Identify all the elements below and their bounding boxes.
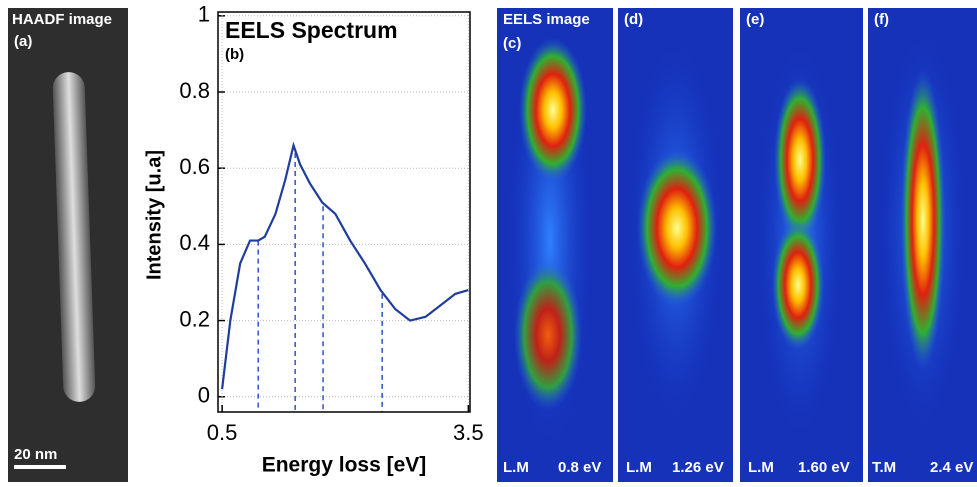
panel-title: HAADF image xyxy=(12,11,112,28)
y-axis-label: Intensity [u.a] xyxy=(143,150,165,280)
x-tick-label: 0.5 xyxy=(207,420,238,445)
mode: L.M xyxy=(503,459,529,476)
hotspot xyxy=(637,150,717,306)
hotspot xyxy=(772,220,824,350)
y-tick-label: 0.6 xyxy=(179,154,210,179)
panel-label: (f) xyxy=(874,11,889,28)
plot-frame xyxy=(217,11,471,413)
y-tick-label: 0 xyxy=(198,383,210,408)
x-axis-label: Energy loss [eV] xyxy=(262,454,427,477)
panel-label: (d) xyxy=(624,11,643,28)
hotspot xyxy=(901,70,945,370)
rod xyxy=(52,72,96,402)
mode: L.M xyxy=(748,459,774,476)
panel-label: (e) xyxy=(746,11,764,28)
panel-label: (c) xyxy=(503,35,521,52)
scale-bar xyxy=(14,465,66,469)
y-tick-label: 0.4 xyxy=(179,230,210,255)
hotspot xyxy=(514,260,582,410)
chart-subtitle: (b) xyxy=(225,46,244,63)
mode: T.M xyxy=(872,459,896,476)
panel-label: (a) xyxy=(14,33,32,50)
y-tick-label: 0.2 xyxy=(179,306,210,331)
energy: 0.8 eV xyxy=(558,459,601,476)
energy: 2.4 eV xyxy=(930,459,973,476)
hotspot xyxy=(774,78,826,242)
panel-title: EELS image xyxy=(503,11,590,28)
y-tick-label: 0.8 xyxy=(179,78,210,103)
x-tick-label: 3.5 xyxy=(453,420,484,445)
energy: 1.26 eV xyxy=(672,459,724,476)
mode: L.M xyxy=(626,459,652,476)
scale-bar-label: 20 nm xyxy=(14,446,57,463)
spectrum-line xyxy=(221,141,469,390)
hotspot xyxy=(519,38,587,182)
spectrum-chart: EELS Spectrum (b) Energy loss [eV] Inten… xyxy=(143,2,483,477)
energy: 1.60 eV xyxy=(798,459,850,476)
chart-title: EELS Spectrum xyxy=(225,17,398,43)
y-tick-label: 1 xyxy=(198,2,210,27)
